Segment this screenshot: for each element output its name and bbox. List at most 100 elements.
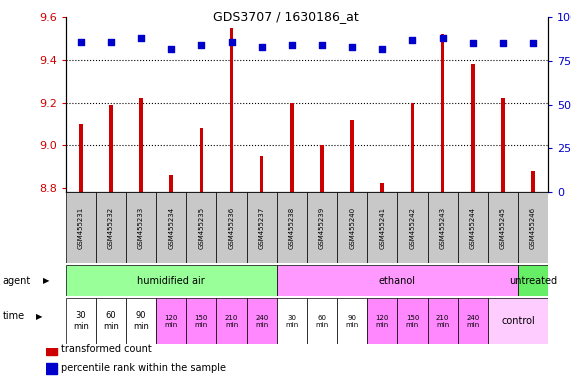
Text: 210
min: 210 min (225, 314, 238, 328)
Bar (216, 192, 247, 263)
Bar (428, 298, 458, 344)
Text: 150
min: 150 min (195, 314, 208, 328)
Text: 30
min: 30 min (73, 311, 89, 331)
Bar (518, 192, 548, 263)
Text: untreated: untreated (509, 276, 557, 286)
Point (167, 46, 176, 52)
Text: GSM455235: GSM455235 (198, 207, 204, 248)
Text: percentile rank within the sample: percentile rank within the sample (61, 363, 226, 373)
Point (348, 44, 357, 50)
Bar (320, 145, 324, 192)
Point (438, 35, 447, 41)
Text: GSM455246: GSM455246 (530, 207, 536, 248)
Bar (126, 192, 156, 263)
Bar (471, 64, 475, 192)
Bar (428, 192, 458, 263)
Point (468, 40, 477, 46)
Text: GSM455231: GSM455231 (78, 206, 84, 249)
Bar (126, 298, 156, 344)
Bar (247, 298, 277, 344)
Text: GSM455233: GSM455233 (138, 206, 144, 249)
Bar (307, 192, 337, 263)
Text: GSM455245: GSM455245 (500, 207, 506, 248)
Text: control: control (501, 316, 535, 326)
Text: 120
min: 120 min (376, 314, 389, 328)
Text: GSM455232: GSM455232 (108, 207, 114, 248)
Text: 30
min: 30 min (285, 314, 299, 328)
Bar (397, 298, 428, 344)
Text: 240
min: 240 min (255, 314, 268, 328)
Bar (199, 128, 203, 192)
Bar (307, 298, 337, 344)
Text: humidified air: humidified air (138, 276, 205, 286)
Text: 150
min: 150 min (406, 314, 419, 328)
Point (197, 42, 206, 48)
Bar (337, 192, 367, 263)
Bar (96, 298, 126, 344)
Point (287, 42, 296, 48)
Bar (139, 98, 143, 192)
Bar (458, 192, 488, 263)
Point (317, 42, 327, 48)
Point (498, 40, 508, 46)
Point (136, 35, 146, 41)
Bar (66, 265, 277, 296)
Bar (186, 298, 216, 344)
Bar (518, 265, 548, 296)
Bar (531, 171, 535, 192)
Text: GSM455239: GSM455239 (319, 206, 325, 249)
Bar (367, 192, 397, 263)
Text: 60
min: 60 min (315, 314, 329, 328)
Bar (488, 192, 518, 263)
Bar (277, 298, 307, 344)
Text: 60
min: 60 min (103, 311, 119, 331)
Text: GDS3707 / 1630186_at: GDS3707 / 1630186_at (212, 10, 359, 23)
Text: 120
min: 120 min (164, 314, 178, 328)
Bar (351, 119, 354, 192)
Text: GSM455242: GSM455242 (409, 207, 416, 248)
Text: 90
min: 90 min (133, 311, 149, 331)
Text: 90
min: 90 min (345, 314, 359, 328)
Point (529, 40, 538, 46)
Text: agent: agent (3, 276, 31, 286)
Bar (186, 192, 216, 263)
Text: GSM455244: GSM455244 (470, 207, 476, 248)
Bar (397, 192, 428, 263)
Text: transformed count: transformed count (61, 344, 151, 354)
Bar (458, 298, 488, 344)
Text: GSM455241: GSM455241 (379, 207, 385, 248)
Text: 240
min: 240 min (466, 314, 480, 328)
Bar (380, 184, 384, 192)
Text: GSM455236: GSM455236 (228, 206, 235, 249)
Bar (247, 192, 277, 263)
Text: ▶: ▶ (43, 276, 49, 285)
Text: GSM455234: GSM455234 (168, 207, 174, 248)
Bar (367, 298, 397, 344)
Bar (216, 298, 247, 344)
Bar (66, 298, 96, 344)
Text: GSM455237: GSM455237 (259, 206, 265, 249)
Bar (337, 298, 367, 344)
Point (106, 39, 115, 45)
Bar (66, 192, 96, 263)
Bar (156, 298, 186, 344)
Bar (230, 28, 234, 192)
Text: 210
min: 210 min (436, 314, 449, 328)
Point (227, 39, 236, 45)
Point (76, 39, 85, 45)
Bar (109, 104, 112, 192)
Text: GSM455243: GSM455243 (440, 207, 445, 248)
Bar (290, 103, 293, 192)
Bar (96, 192, 126, 263)
Point (378, 46, 387, 52)
Bar (488, 298, 548, 344)
Bar (501, 98, 505, 192)
Bar (411, 103, 415, 192)
Bar (170, 175, 173, 192)
Bar (79, 124, 83, 192)
Bar (46, 363, 57, 374)
Text: ethanol: ethanol (379, 276, 416, 286)
Bar (156, 192, 186, 263)
Point (408, 37, 417, 43)
Text: GSM455238: GSM455238 (289, 206, 295, 249)
